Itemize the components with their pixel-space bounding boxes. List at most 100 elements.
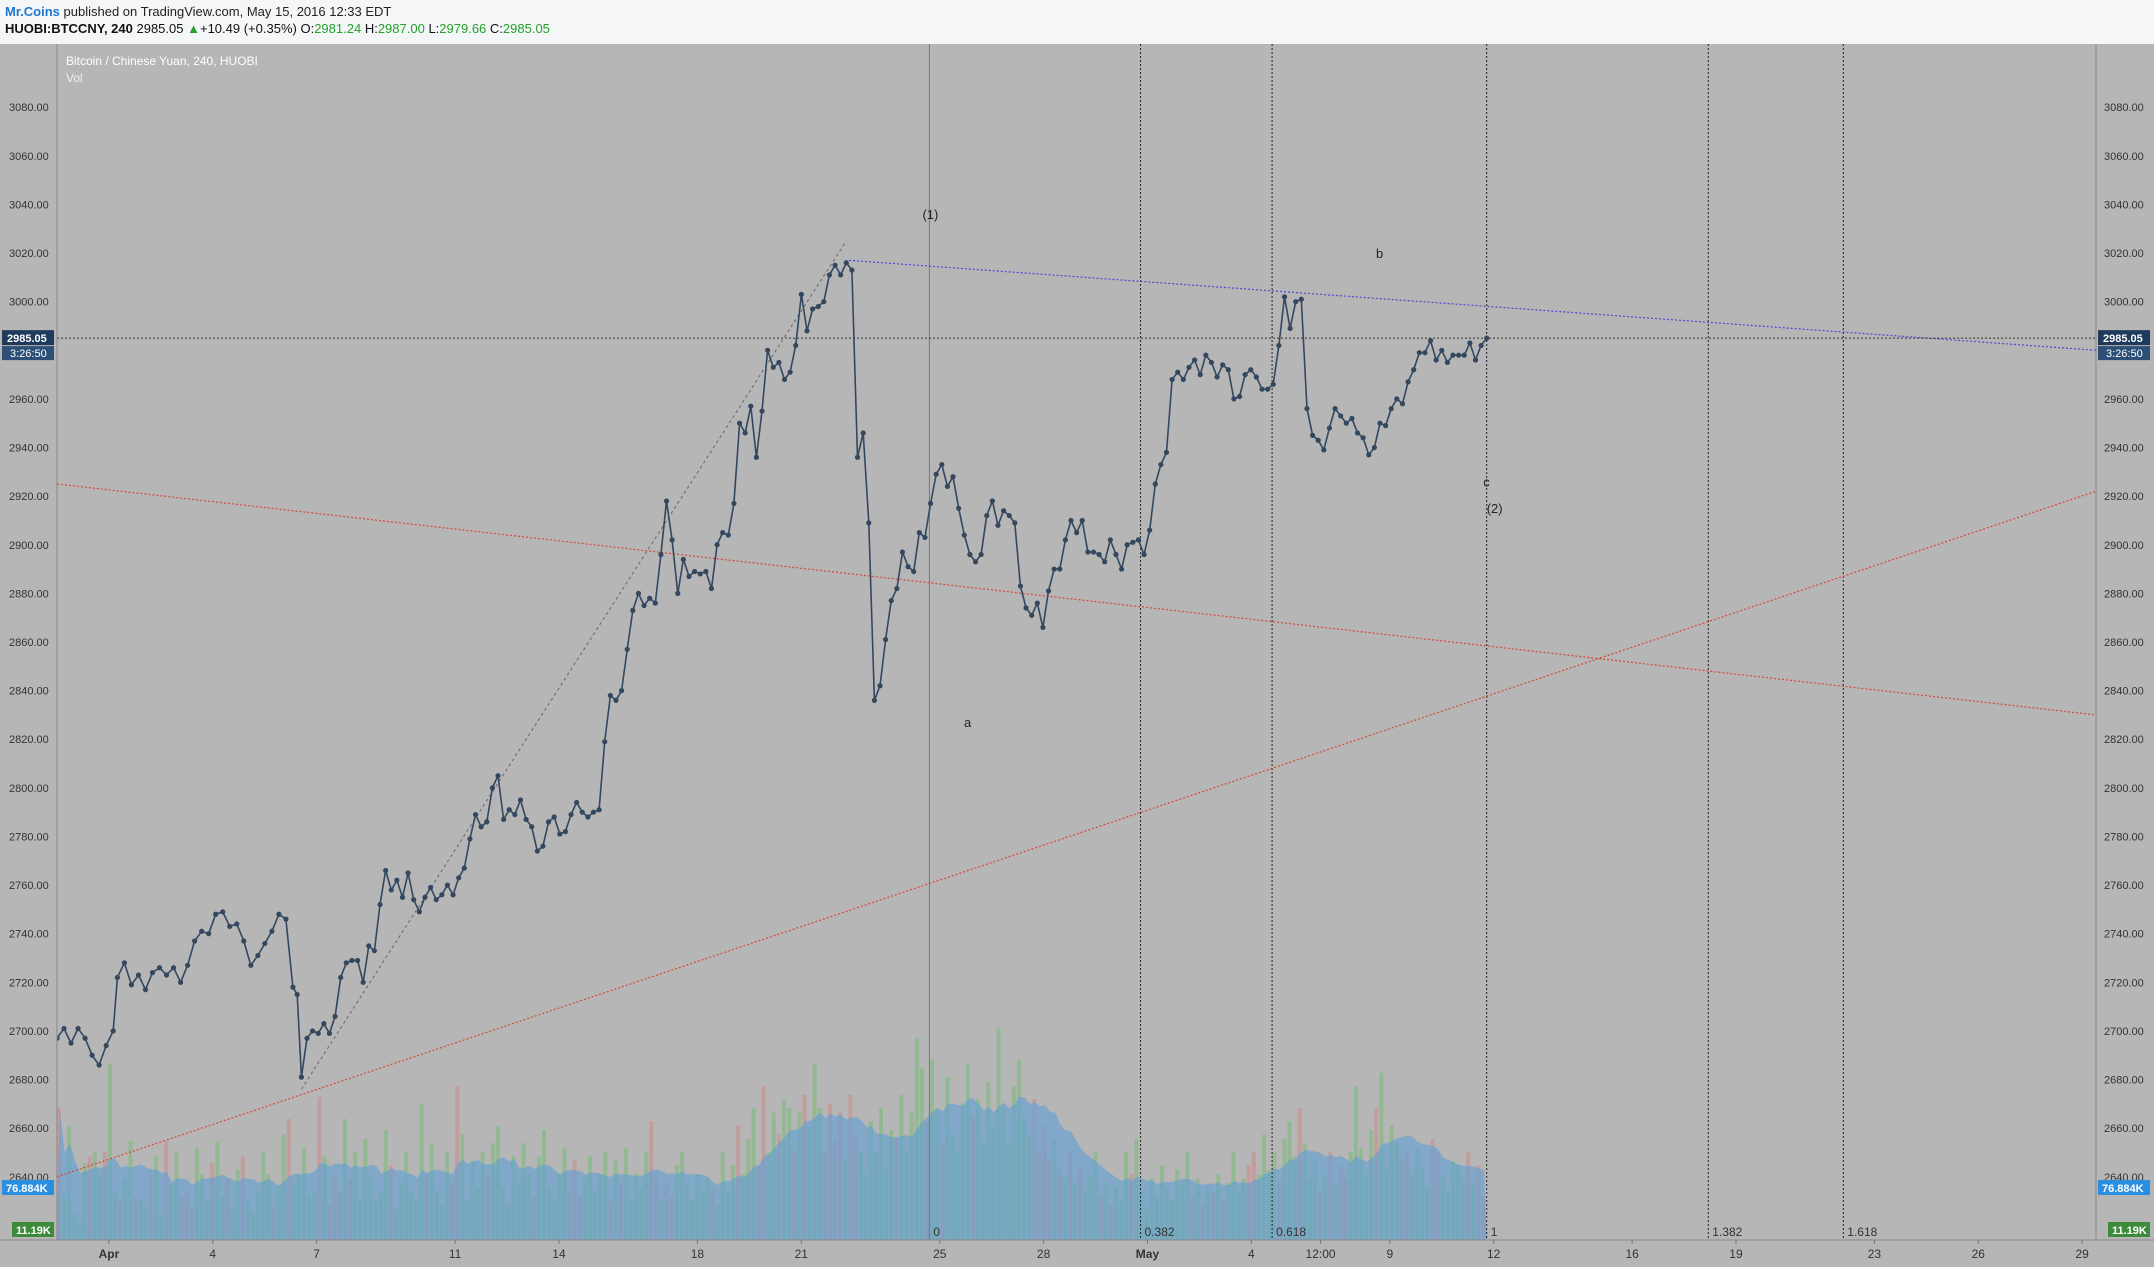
price-point bbox=[1141, 551, 1147, 558]
y-tick-label-left: 2860.00 bbox=[9, 637, 49, 649]
y-tick-label-left: 3000.00 bbox=[9, 297, 49, 309]
price-point bbox=[972, 559, 979, 565]
price-point bbox=[1298, 296, 1304, 302]
price-point bbox=[1051, 566, 1057, 572]
price-point bbox=[613, 697, 619, 703]
price-point bbox=[961, 532, 967, 538]
price-point bbox=[170, 965, 177, 971]
price-point bbox=[388, 887, 394, 893]
fib-time-lines: 0 0.382 0.618 1 1.382 1.618 bbox=[928, 44, 1878, 1240]
price-point bbox=[989, 498, 995, 504]
symbol-name[interactable]: HUOBI:BTCCNY, 240 bbox=[5, 21, 133, 36]
price-point bbox=[703, 568, 709, 575]
price-point bbox=[602, 739, 608, 745]
price-point bbox=[534, 848, 540, 854]
price-point bbox=[809, 306, 816, 312]
price-point bbox=[103, 1042, 109, 1049]
price-point bbox=[349, 957, 355, 964]
price-point bbox=[366, 943, 372, 949]
price-point bbox=[1444, 359, 1450, 366]
price-point bbox=[128, 982, 135, 988]
y-tick-label-right: 2660.00 bbox=[2104, 1123, 2144, 1135]
price-point bbox=[1096, 551, 1102, 558]
price-point bbox=[1427, 337, 1434, 344]
y-tick-label-left: 2940.00 bbox=[9, 443, 49, 455]
price-point bbox=[731, 500, 737, 507]
price-point bbox=[1158, 461, 1164, 468]
price-point bbox=[405, 870, 411, 876]
price-point bbox=[163, 972, 170, 978]
price-point bbox=[501, 816, 507, 823]
price-point bbox=[748, 403, 754, 409]
price-point bbox=[315, 1030, 321, 1036]
price-point bbox=[512, 811, 518, 818]
open-value: 2981.24 bbox=[314, 21, 362, 36]
vol-ma-badge-left bbox=[2, 1180, 54, 1195]
price-point bbox=[607, 692, 613, 699]
price-point bbox=[495, 773, 501, 779]
x-tick-label: 9 bbox=[1386, 1247, 1393, 1261]
price-point bbox=[82, 1035, 88, 1041]
price-point bbox=[1124, 542, 1130, 548]
price-point bbox=[939, 461, 945, 468]
vol-text-left: 11.19K bbox=[16, 1225, 51, 1237]
wave-label: (2) bbox=[1487, 501, 1503, 516]
price-point bbox=[1433, 357, 1439, 363]
fib-time-label: 0.618 bbox=[1276, 1225, 1306, 1239]
price-point bbox=[472, 811, 479, 818]
price-point bbox=[1068, 517, 1074, 524]
price-point bbox=[506, 807, 512, 813]
y-tick-label-left: 2900.00 bbox=[9, 540, 49, 552]
wave-1-trend-line bbox=[300, 240, 847, 1090]
fib-time-label: 0.382 bbox=[1145, 1225, 1175, 1239]
price-point bbox=[860, 430, 866, 436]
y-tick-label-right: 2680.00 bbox=[2104, 1075, 2144, 1087]
blue-trend-line bbox=[849, 259, 2097, 351]
price-point bbox=[354, 957, 361, 964]
price-point bbox=[185, 962, 191, 968]
price-point bbox=[787, 369, 793, 375]
trend-lines bbox=[56, 240, 2097, 1178]
price-point bbox=[360, 979, 366, 985]
price-point bbox=[484, 819, 490, 825]
x-tick-label: Apr bbox=[99, 1247, 120, 1261]
price-point bbox=[142, 987, 149, 993]
price-point bbox=[1231, 396, 1237, 402]
price-point bbox=[1236, 393, 1243, 400]
price-point bbox=[1422, 350, 1428, 356]
price-point bbox=[708, 585, 715, 592]
price-point bbox=[114, 974, 120, 981]
price-point bbox=[1175, 369, 1181, 375]
price-point bbox=[1012, 520, 1018, 526]
publish-line: Mr.Coins published on TradingView.com, M… bbox=[5, 4, 391, 19]
price-point bbox=[517, 797, 524, 803]
y-tick-label-left: 2840.00 bbox=[9, 686, 49, 698]
price-point bbox=[1057, 566, 1063, 572]
chart-title: Bitcoin / Chinese Yuan, 240, HUOBI bbox=[66, 54, 258, 68]
price-point bbox=[854, 454, 861, 460]
price-point bbox=[1315, 437, 1321, 443]
price-point bbox=[927, 500, 934, 507]
price-point bbox=[540, 843, 546, 849]
countdown-text-left: 3:26:50 bbox=[10, 348, 47, 360]
price-point bbox=[1186, 364, 1192, 370]
price-point bbox=[1360, 435, 1366, 441]
y-tick-label-right: 3020.00 bbox=[2104, 248, 2144, 260]
price-point bbox=[1394, 396, 1400, 402]
y-tick-label-right: 2840.00 bbox=[2104, 686, 2144, 698]
price-point bbox=[630, 607, 636, 613]
price-point bbox=[1484, 335, 1490, 341]
price-point bbox=[450, 892, 456, 898]
price-point bbox=[199, 928, 205, 934]
price-point bbox=[1461, 352, 1467, 358]
price-point bbox=[1062, 537, 1068, 543]
price-chart[interactable]: 0 0.382 0.618 1 1.382 1.618 (1)abc(2) 2640.00… bbox=[0, 44, 2154, 1267]
change-up-icon: ▲ bbox=[187, 21, 200, 36]
price-point bbox=[1135, 537, 1142, 543]
price-point bbox=[456, 875, 462, 881]
author-link[interactable]: Mr.Coins bbox=[5, 4, 60, 19]
price-point bbox=[399, 894, 406, 900]
price-point bbox=[736, 420, 743, 426]
price-point bbox=[557, 831, 563, 837]
price-point bbox=[967, 551, 973, 558]
